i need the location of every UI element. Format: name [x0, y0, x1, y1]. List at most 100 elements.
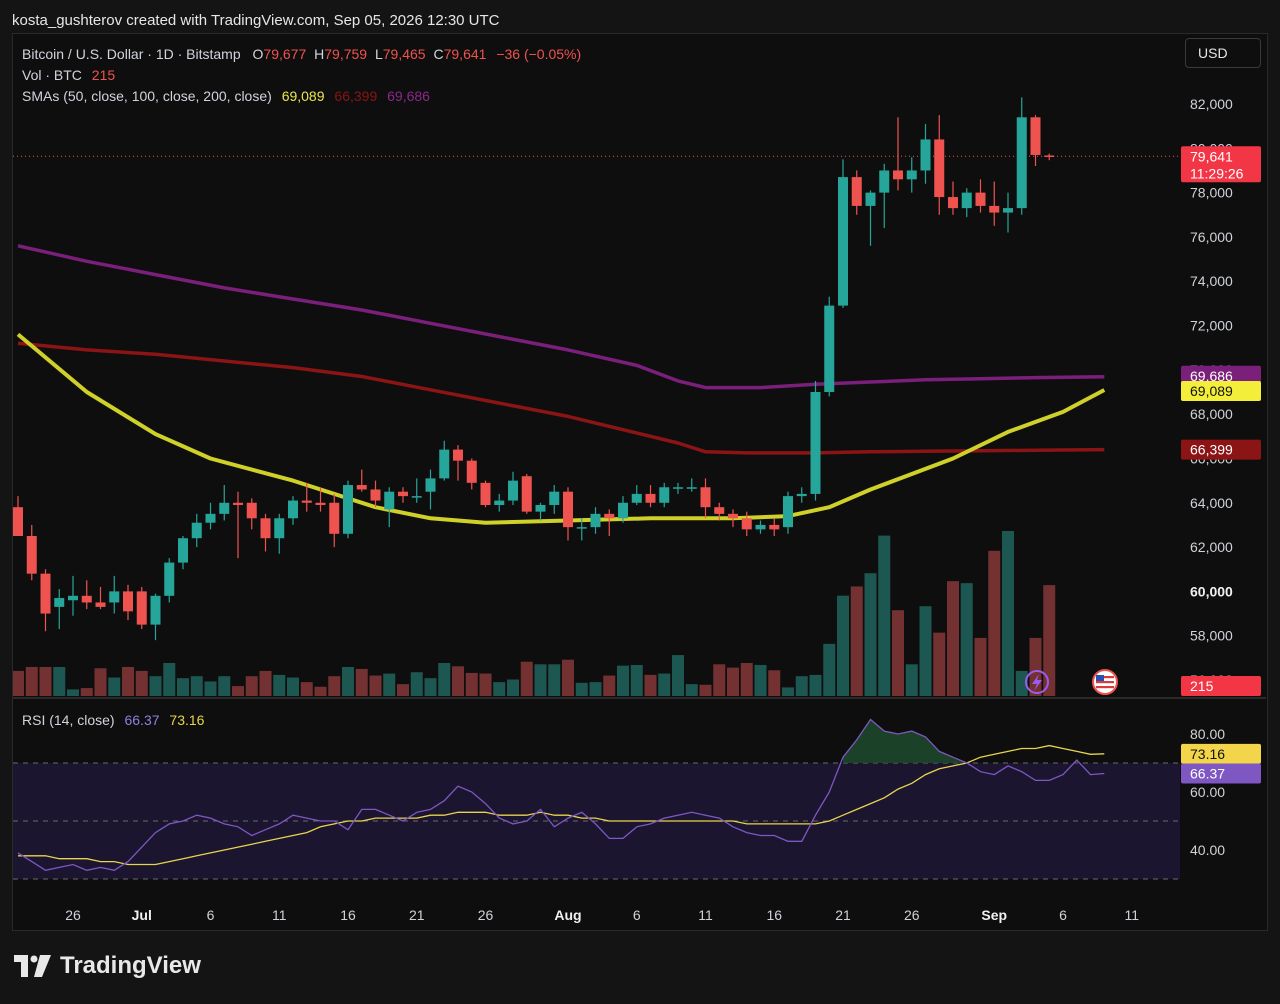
volume-value: 215	[91, 67, 116, 83]
candle-body	[109, 591, 120, 603]
candle-body	[590, 513, 601, 528]
volume-bar	[685, 684, 698, 696]
candle-body	[700, 487, 711, 508]
volume-bar	[947, 581, 959, 696]
candle-body	[755, 524, 766, 530]
candle-body	[164, 562, 175, 596]
candle-body	[1044, 155, 1055, 157]
volume-bar	[960, 583, 973, 696]
close-label: C	[433, 46, 444, 62]
volume-bar	[67, 689, 79, 696]
volume-bar	[878, 535, 891, 696]
candle-body	[343, 485, 353, 534]
time-axis-label: 6	[1059, 907, 1067, 923]
candle-body	[645, 493, 656, 503]
volume-bar	[479, 673, 492, 696]
time-axis-label: Sep	[981, 907, 1007, 923]
time-axis-label: 26	[478, 907, 494, 923]
sma-lines	[13, 155, 1180, 525]
price-axis-label: 62,000	[1190, 539, 1233, 555]
volume-bar	[988, 550, 1001, 696]
candle-body	[439, 449, 450, 479]
sma200-price-label-text: 69,686	[1190, 368, 1233, 384]
currency-button[interactable]: USD	[1185, 38, 1261, 68]
lightning-icon[interactable]	[1025, 670, 1049, 694]
volume-bar	[108, 677, 121, 696]
low-label: L	[374, 46, 383, 62]
legend-volume[interactable]: Vol · BTC 215	[22, 67, 115, 83]
candle-body	[508, 480, 518, 501]
sma50-price-label	[1181, 381, 1261, 402]
volume-bar	[548, 664, 561, 696]
candle-body	[425, 478, 436, 492]
candle-body	[480, 482, 491, 505]
candle-body	[521, 476, 532, 512]
candle-body	[934, 139, 945, 198]
legend-rsi[interactable]: RSI (14, close) 66.37 73.16	[22, 712, 204, 728]
candle-body	[783, 496, 793, 528]
rsi-ma-price-label-text: 73.16	[1190, 746, 1225, 762]
time-axis-label: 21	[835, 907, 851, 923]
candle-body	[178, 538, 188, 563]
time-axis-label: 26	[65, 907, 81, 923]
sma100-price-label	[1181, 439, 1261, 460]
candle-body	[535, 504, 546, 512]
candle-body	[315, 502, 326, 505]
legend-ohlc[interactable]: Bitcoin / U.S. Dollar · 1D · Bitstamp O7…	[22, 46, 581, 62]
rsi-price-label-text: 66.37	[1190, 766, 1225, 782]
rsi-axis-label: 40.00	[1190, 842, 1225, 858]
attribution-text: kosta_gushterov created with TradingView…	[12, 12, 500, 29]
volume-bar	[727, 667, 739, 696]
candle-body	[329, 502, 340, 534]
volume-bar	[342, 666, 354, 696]
rsi-lines	[17, 718, 1105, 871]
us-flag-icon[interactable]	[1092, 669, 1118, 695]
volume-bar	[837, 595, 849, 696]
volume-bar	[314, 686, 327, 696]
candle-body	[260, 518, 271, 539]
rsi-band-background	[13, 762, 1180, 880]
volume-bar	[53, 666, 66, 696]
volume-bar	[713, 664, 726, 696]
candle-body	[824, 305, 835, 392]
rsi-value: 66.37	[124, 712, 160, 728]
candle-body	[1016, 117, 1027, 209]
rsi-axis-label: 80.00	[1190, 726, 1225, 742]
sma50-price-label-text: 69,089	[1190, 383, 1233, 399]
time-axis-label: 26	[904, 907, 920, 923]
volume-bar	[658, 673, 671, 696]
volume-bar	[1029, 637, 1042, 696]
price-axis-label: 68,000	[1190, 406, 1233, 422]
volume-bar	[452, 666, 464, 696]
candle-body	[453, 449, 463, 461]
candle-body	[989, 205, 1000, 213]
tradingview-logo[interactable]: TradingView	[14, 952, 201, 980]
time-axis-label: 16	[340, 907, 356, 923]
volume-bar	[919, 606, 932, 696]
candle-body	[604, 513, 615, 519]
volume-bar	[520, 661, 533, 696]
candle-body	[893, 170, 903, 180]
rsi-ma-value: 73.16	[169, 712, 205, 728]
candle-body	[356, 485, 367, 490]
candle-body	[796, 493, 807, 497]
volume-bar	[493, 682, 506, 696]
volume-bar	[355, 668, 368, 696]
volume-bar	[218, 676, 231, 696]
candle-body	[136, 591, 147, 625]
volume-bar	[190, 676, 203, 696]
legend-sma[interactable]: SMAs (50, close, 100, close, 200, close)…	[22, 88, 430, 104]
volume-bar	[575, 682, 588, 696]
symbol-title[interactable]: Bitcoin / U.S. Dollar · 1D · Bitstamp	[22, 46, 241, 62]
candle-body	[494, 500, 505, 505]
candle-body	[54, 598, 65, 607]
volume-bar	[768, 670, 781, 696]
candle-body	[40, 573, 51, 614]
candle-body	[26, 536, 37, 574]
candle-body	[411, 496, 422, 498]
candle-body	[301, 500, 312, 503]
candle-body	[838, 177, 848, 306]
candle-body	[191, 522, 202, 539]
sma50-line	[16, 332, 1106, 525]
